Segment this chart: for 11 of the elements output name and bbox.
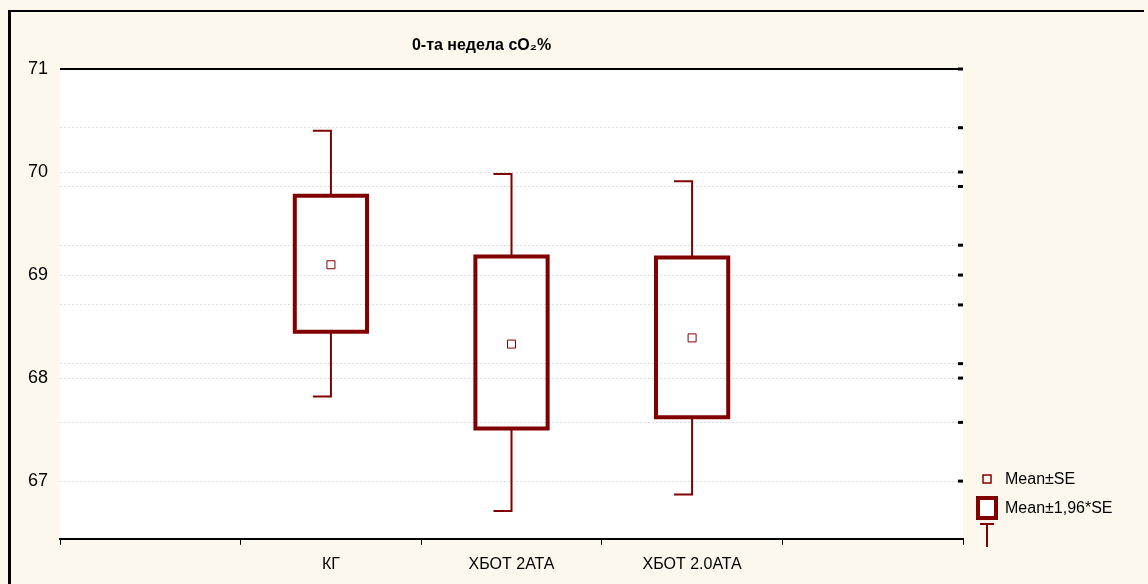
y-tick-label: 70 (27, 161, 49, 181)
x-tick-label: ХБОТ 2.0АТА (642, 554, 743, 572)
text: Mean±SE (1005, 470, 1076, 488)
text: Mean±1,96*SE (1005, 499, 1113, 517)
x-tick-label: ХБОТ 2АТА (468, 554, 555, 572)
y-tick-label: 68 (27, 367, 49, 388)
y-tick-label: 69 (27, 264, 49, 285)
chart-title: 0-та недела cO₂% (411, 36, 552, 54)
y-tick-label: 71 (27, 57, 49, 78)
x-tick-label: КГ (321, 554, 341, 572)
y-tick-label: 67 (27, 470, 49, 491)
